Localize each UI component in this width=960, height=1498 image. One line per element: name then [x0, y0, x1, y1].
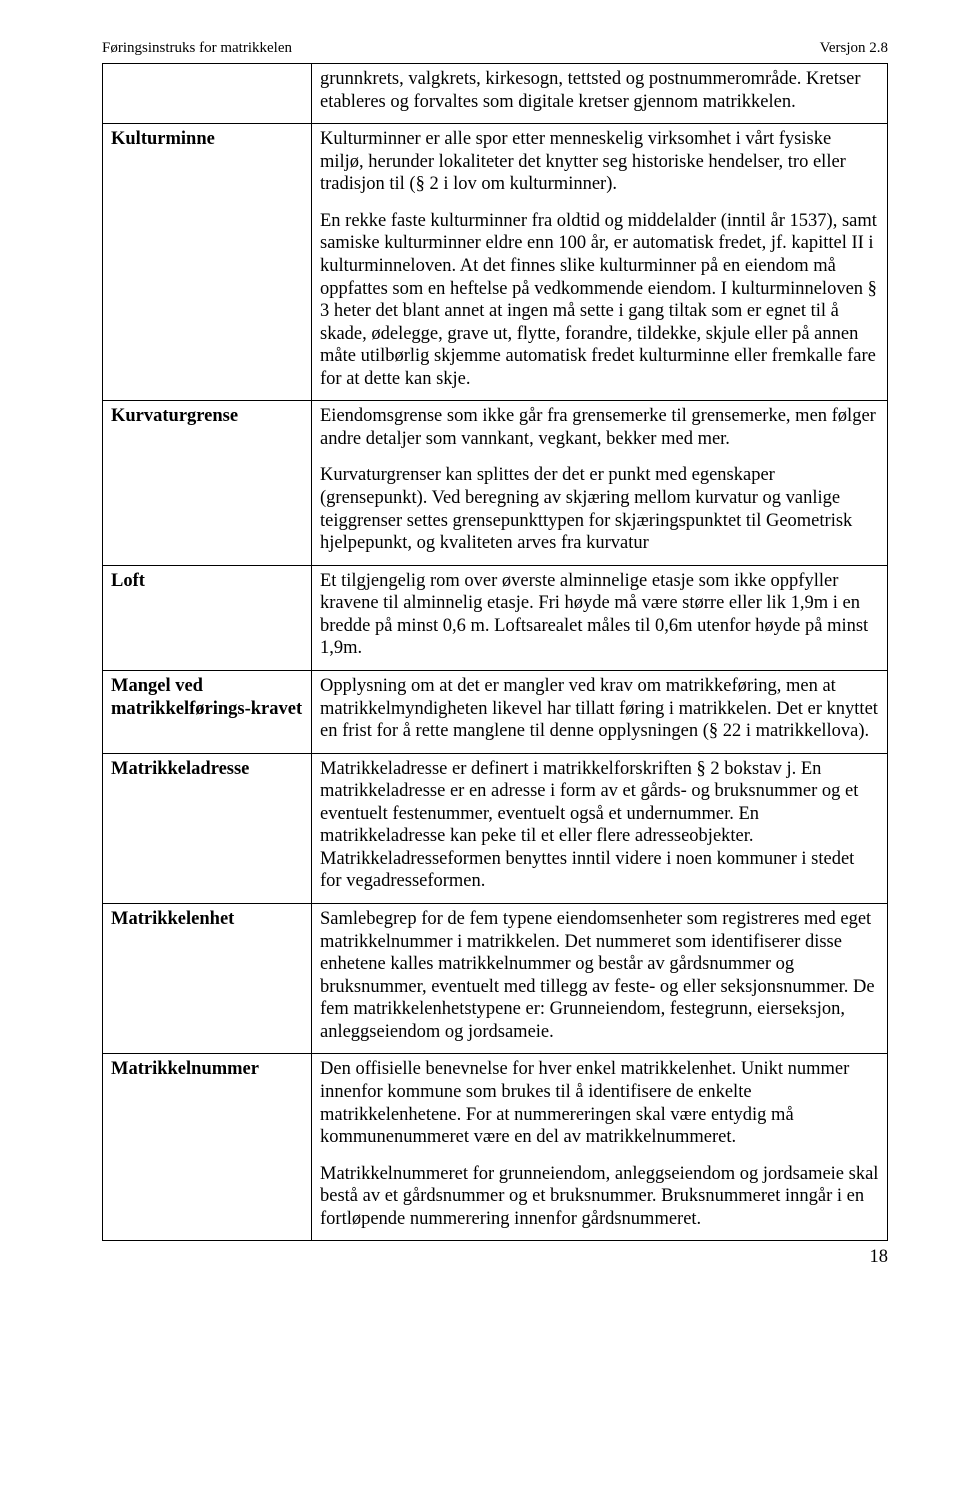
table-row: MatrikkelenhetSamlebegrep for de fem typ…	[103, 904, 888, 1054]
definition-paragraph: Matrikkeladresse er definert i matrikkel…	[320, 758, 879, 893]
definition-cell: Kulturminner er alle spor etter menneske…	[312, 124, 888, 401]
definition-paragraph: grunnkrets, valgkrets, kirkesogn, tettst…	[320, 68, 879, 113]
definition-paragraph: Kulturminner er alle spor etter menneske…	[320, 128, 879, 196]
definition-cell: Et tilgjengelig rom over øverste alminne…	[312, 565, 888, 670]
table-row: MatrikkeladresseMatrikkeladresse er defi…	[103, 753, 888, 903]
definition-paragraph: Samlebegrep for de fem typene eiendomsen…	[320, 908, 879, 1043]
table-row: grunnkrets, valgkrets, kirkesogn, tettst…	[103, 64, 888, 124]
definition-paragraph: Den offisielle benevnelse for hver enkel…	[320, 1058, 879, 1148]
table-row: LoftEt tilgjengelig rom over øverste alm…	[103, 565, 888, 670]
definition-paragraph: Et tilgjengelig rom over øverste alminne…	[320, 570, 879, 660]
term-cell: Kulturminne	[103, 124, 312, 401]
definition-paragraph: Matrikkelnummeret for grunneiendom, anle…	[320, 1163, 879, 1231]
term-cell: Matrikkeladresse	[103, 753, 312, 903]
definition-paragraph: Kurvaturgrenser kan splittes der det er …	[320, 464, 879, 554]
table-row: KulturminneKulturminner er alle spor ett…	[103, 124, 888, 401]
definition-cell: Samlebegrep for de fem typene eiendomsen…	[312, 904, 888, 1054]
table-row: Mangel ved matrikkelførings-kravetOpplys…	[103, 670, 888, 753]
header-title: Føringsinstruks for matrikkelen	[102, 40, 292, 57]
definition-cell: Eiendomsgrense som ikke går fra grenseme…	[312, 401, 888, 565]
page-number: 18	[102, 1247, 888, 1268]
definition-cell: grunnkrets, valgkrets, kirkesogn, tettst…	[312, 64, 888, 124]
table-row: KurvaturgrenseEiendomsgrense som ikke gå…	[103, 401, 888, 565]
document-page: Føringsinstruks for matrikkelen Versjon …	[0, 0, 960, 1298]
definition-paragraph: Eiendomsgrense som ikke går fra grenseme…	[320, 405, 879, 450]
term-cell: Kurvaturgrense	[103, 401, 312, 565]
definition-cell: Matrikkeladresse er definert i matrikkel…	[312, 753, 888, 903]
term-cell	[103, 64, 312, 124]
term-cell: Matrikkelenhet	[103, 904, 312, 1054]
term-cell: Mangel ved matrikkelførings-kravet	[103, 670, 312, 753]
definition-paragraph: En rekke faste kulturminner fra oldtid o…	[320, 210, 879, 391]
definition-cell: Opplysning om at det er mangler ved krav…	[312, 670, 888, 753]
definitions-table: grunnkrets, valgkrets, kirkesogn, tettst…	[102, 63, 888, 1241]
term-cell: Loft	[103, 565, 312, 670]
definition-cell: Den offisielle benevnelse for hver enkel…	[312, 1054, 888, 1241]
table-row: MatrikkelnummerDen offisielle benevnelse…	[103, 1054, 888, 1241]
header-version: Versjon 2.8	[820, 40, 888, 57]
definition-paragraph: Opplysning om at det er mangler ved krav…	[320, 675, 879, 743]
page-header: Føringsinstruks for matrikkelen Versjon …	[102, 40, 888, 57]
term-cell: Matrikkelnummer	[103, 1054, 312, 1241]
definitions-body: grunnkrets, valgkrets, kirkesogn, tettst…	[103, 64, 888, 1241]
